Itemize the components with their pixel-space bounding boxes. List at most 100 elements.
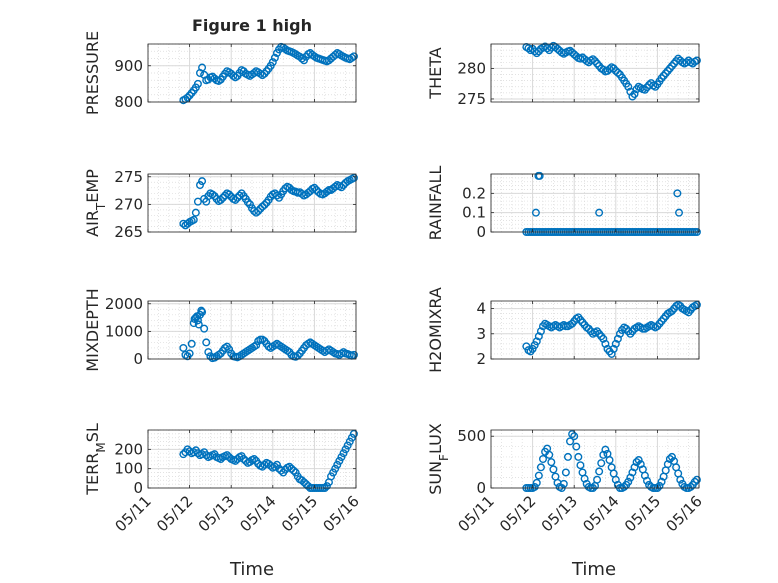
subplot-3: 265 270 275 AIRTEMP xyxy=(83,168,358,241)
data-point xyxy=(561,468,570,477)
y-axis-label: PRESSURE xyxy=(83,31,102,115)
axes-background xyxy=(148,174,356,232)
axes-box xyxy=(490,173,700,233)
data-point xyxy=(532,49,541,58)
data-point xyxy=(345,437,354,446)
subplot-1: 800 900 PRESSURE xyxy=(83,31,358,115)
y-axis-label: SUNFLUX xyxy=(426,423,451,495)
data-point xyxy=(566,437,575,446)
data-point xyxy=(254,207,263,216)
axes-box xyxy=(490,43,700,103)
data-point xyxy=(630,90,639,99)
data-point xyxy=(568,430,577,439)
x-tick-label: 05/16 xyxy=(663,492,706,535)
data-point xyxy=(532,337,541,346)
data-point xyxy=(329,468,338,477)
data-point xyxy=(599,334,608,343)
data-point xyxy=(576,461,585,470)
y-tick-label: 0 xyxy=(133,479,143,497)
data-point xyxy=(655,481,664,490)
data-point xyxy=(595,208,604,217)
data-point xyxy=(632,458,641,467)
data-point xyxy=(588,55,597,64)
subplot-4: 00.1 0.2 RAINFALL xyxy=(426,166,701,241)
data-point xyxy=(665,455,674,464)
axes-box xyxy=(147,43,357,103)
subplot-6: 2 3 4 H2OMIXRA xyxy=(426,287,701,373)
data-point xyxy=(194,320,203,329)
data-point xyxy=(183,93,192,102)
x-tick-label: 05/14 xyxy=(236,492,279,535)
data-point xyxy=(667,452,676,461)
data-point xyxy=(197,306,206,315)
series-points xyxy=(179,173,358,230)
data-point xyxy=(547,458,556,467)
series-points xyxy=(522,41,701,101)
data-point xyxy=(198,177,207,186)
y-axis-label: TERRMSL xyxy=(83,423,108,496)
axes-box xyxy=(490,429,700,489)
x-tick-label: 05/14 xyxy=(579,492,622,535)
data-point xyxy=(530,482,539,491)
y-tick-label: 0 xyxy=(476,479,486,497)
data-point xyxy=(339,449,348,458)
y-tick-label: 0.1 xyxy=(462,204,486,222)
data-point xyxy=(545,450,554,459)
data-point xyxy=(531,208,540,217)
data-point xyxy=(559,479,568,488)
data-point xyxy=(191,208,200,217)
data-point xyxy=(225,190,234,199)
data-point xyxy=(202,338,211,347)
axes-background xyxy=(491,44,699,102)
data-point xyxy=(605,456,614,465)
data-point xyxy=(268,58,277,67)
y-tick-label: 4 xyxy=(476,300,486,318)
data-point xyxy=(574,452,583,461)
data-point xyxy=(333,460,342,469)
data-point xyxy=(601,445,610,454)
data-point xyxy=(297,54,306,63)
data-point xyxy=(535,171,544,180)
data-point xyxy=(597,459,606,468)
data-point xyxy=(179,450,188,459)
data-point xyxy=(198,450,207,459)
x-tick-label: 05/11 xyxy=(455,492,498,535)
series-points xyxy=(179,306,358,363)
data-point xyxy=(572,442,581,451)
data-point xyxy=(204,348,213,357)
data-point xyxy=(335,456,344,465)
y-tick-label: 275 xyxy=(457,90,486,108)
data-point xyxy=(189,215,198,224)
data-point xyxy=(686,482,695,491)
data-point xyxy=(595,467,604,476)
data-point xyxy=(245,200,254,209)
data-point xyxy=(524,44,533,53)
data-point xyxy=(337,453,346,462)
data-point xyxy=(198,63,207,72)
data-point xyxy=(611,339,620,348)
axes-box xyxy=(147,173,357,233)
x-tick-label: 05/16 xyxy=(320,492,363,535)
x-tick-label: 05/15 xyxy=(621,492,664,535)
data-point xyxy=(532,478,541,487)
data-point xyxy=(676,475,685,484)
data-point xyxy=(216,195,225,204)
data-point xyxy=(327,472,336,481)
axes-background xyxy=(148,301,356,359)
data-point xyxy=(195,181,204,190)
data-point xyxy=(534,332,543,341)
data-point xyxy=(225,345,234,354)
data-point xyxy=(243,198,252,207)
data-point xyxy=(270,462,279,471)
data-point xyxy=(613,334,622,343)
data-point xyxy=(322,482,331,491)
data-point xyxy=(250,455,259,464)
figure-title: Figure 1 high xyxy=(192,16,312,35)
data-point xyxy=(624,82,633,91)
series-points xyxy=(522,300,701,358)
x-tick-label: 05/12 xyxy=(496,492,539,535)
y-axis-label: AIRTEMP xyxy=(83,169,108,237)
